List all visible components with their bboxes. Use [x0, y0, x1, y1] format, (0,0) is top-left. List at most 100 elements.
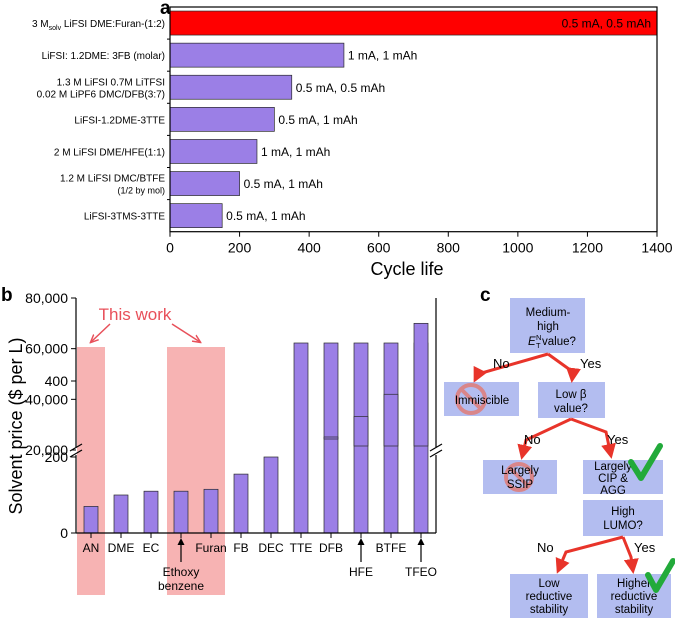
panel-b-bar	[233, 473, 249, 534]
panel-b-category-label: DME	[108, 541, 135, 555]
panel-a-x-tick-label: 800	[437, 240, 461, 256]
q1-box	[510, 298, 585, 353]
q1-line3: value?	[542, 336, 576, 348]
panel-b-category-label: DFB	[319, 541, 343, 555]
panel-a-category-label: 2 M LiFSI DME/HFE(1:1)	[54, 147, 165, 158]
panel-a-category-label: LiFSI-3TMS-3TTE	[84, 212, 165, 223]
panel-b-category-label: Furan	[195, 541, 226, 555]
axis-break-mark	[429, 443, 443, 452]
panel-b-category-label: BTFE	[376, 541, 407, 555]
panel-a-data-label: 0.5 mA, 0.5 mAh	[562, 17, 651, 31]
panel-a-category-label: 0.02 M LiPF6 DMC/DFB(3:7)	[37, 89, 165, 100]
ssip-line1: Largely	[501, 465, 539, 477]
axis-break-mark	[69, 449, 83, 458]
panel-a-data-label: 0.5 mA, 1 mAh	[226, 209, 305, 223]
label-yes-2: Yes	[607, 432, 629, 447]
panel-a-x-tick-label: 0	[166, 240, 174, 256]
panel-a-bar	[169, 139, 258, 164]
label-no-2: No	[524, 432, 541, 447]
q2-line2: value?	[554, 403, 588, 415]
panel-a-x-tick-label: 1200	[572, 240, 603, 256]
immiscible-text: Immiscible	[455, 395, 509, 407]
this-work-arrow-right	[171, 323, 200, 342]
panel-a-label: a	[160, 0, 171, 19]
panel-b-y-tick-label: 40,000	[25, 391, 68, 407]
panel-b-category-label: TFEO	[405, 565, 437, 579]
q3-box	[583, 500, 663, 536]
panel-b-axes: 0 200 400 20,000 40,000 60,000 80,000	[25, 290, 443, 541]
panel-b-y-tick-label: 0	[60, 525, 68, 541]
panel-a-bar	[169, 203, 223, 228]
panel-b-bar	[173, 490, 189, 534]
arrow-q2-no	[517, 417, 572, 460]
panel-b-category-label: AN	[83, 541, 100, 555]
panel-b-y-axis-title: Solvent price ($ per L)	[6, 337, 26, 514]
panel-b-category-label: HFE	[349, 565, 373, 579]
panel-b-y-tick-label: 60,000	[25, 341, 68, 357]
check-icon	[645, 558, 675, 593]
panel-a-x-axis: 0 200 400 600 800 1000 1200 1400	[166, 6, 673, 256]
q2-box	[538, 382, 605, 418]
panel-a-category-label: 1.3 M LiFSI 0.7M LiTFSI	[57, 77, 165, 88]
panel-b-bar-upper	[383, 393, 399, 447]
label-yes-3: Yes	[634, 540, 656, 555]
this-work-annotation: This work	[99, 305, 172, 324]
panel-b-label: b	[1, 285, 13, 306]
panel-a-x-axis-title: Cycle life	[370, 259, 443, 279]
label-yes-1: Yes	[580, 356, 602, 371]
q1-superscript: N	[536, 333, 541, 342]
arrow-q2-yes	[570, 417, 616, 459]
panel-a-category-labels: 3 Msolv LiFSI DME:Furan-(1:2) LiFSI: 1.2D…	[32, 19, 165, 223]
low-reductive-box	[510, 574, 588, 618]
panel-a-data-label: 0.5 mA, 1 mAh	[244, 177, 323, 191]
panel-a-bars: 0.5 mA, 0.5 mAh 1 mA, 1 mAh 0.5 mA, 0.5 mA…	[169, 10, 658, 228]
panel-a-category-label: 3 Msolv LiFSI DME:Furan-(1:2)	[32, 19, 165, 32]
panel-b-category-label: EC	[143, 541, 160, 555]
low-reductive-line1: Low	[538, 578, 560, 590]
q1-symbol: E	[528, 336, 536, 348]
panel-b: b 0 200 400 20,000 40,000 60,000 80,000 AN DME E…	[1, 285, 443, 595]
panel-a-x-tick-label: 1400	[641, 240, 672, 256]
panel-b-y-tick-label: 80,000	[25, 290, 68, 306]
check-icon	[628, 443, 663, 481]
panel-c-flowchart: c Medium- high E N T value? Immiscible L…	[444, 285, 675, 618]
up-arrow-icon	[417, 538, 425, 545]
high-reductive-line2: reductive	[611, 591, 658, 603]
panel-a-category-label: 1.2 M LiFSI DMC/BTFE	[60, 174, 165, 185]
this-work-shade	[77, 347, 105, 595]
panel-b-y-tick-label: 400	[45, 373, 69, 389]
panel-b-category-label: TTE	[290, 541, 313, 555]
panel-b-bar-upper	[323, 436, 339, 440]
q1-line1: Medium-	[526, 307, 571, 319]
axis-break-mark	[429, 449, 443, 458]
no-sign-icon	[504, 462, 534, 492]
up-arrow-icon	[177, 538, 185, 545]
panel-b-bar	[113, 494, 129, 534]
this-work-shade	[167, 347, 225, 595]
high-reductive-line1: Higher	[617, 578, 651, 590]
panel-a-data-label: 0.5 mA, 1 mAh	[278, 113, 357, 127]
panel-a-bar	[169, 171, 240, 196]
panel-a-data-label: 1 mA, 1 mAh	[348, 49, 417, 63]
cip-line3: AGG	[600, 485, 626, 497]
q3-line1: High	[611, 506, 635, 518]
panel-a-x-tick-label: 600	[367, 240, 391, 256]
panel-b-category-label: FB	[233, 541, 248, 555]
q3-line2: LUMO?	[603, 520, 643, 532]
panel-a-x-tick-label: 400	[297, 240, 321, 256]
panel-a-frame	[169, 6, 658, 233]
q1-subscript: T	[536, 341, 541, 350]
panel-b-bar-upper	[353, 416, 369, 447]
panel-b-bar-upper	[413, 322, 429, 447]
label-no-1: No	[493, 356, 510, 371]
panel-c-label: c	[480, 285, 491, 306]
panel-a-x-tick-label: 1000	[502, 240, 533, 256]
panel-a-category-label: LiFSI: 1.2DME: 3FB (molar)	[42, 51, 165, 62]
panel-a-bar	[169, 106, 275, 132]
low-reductive-line3: stability	[530, 604, 569, 616]
arrow-q1-yes	[547, 352, 581, 383]
ssip-line2: SSIP	[507, 479, 534, 491]
panel-a-category-label: LiFSI-1.2DME-3TTE	[74, 115, 165, 126]
